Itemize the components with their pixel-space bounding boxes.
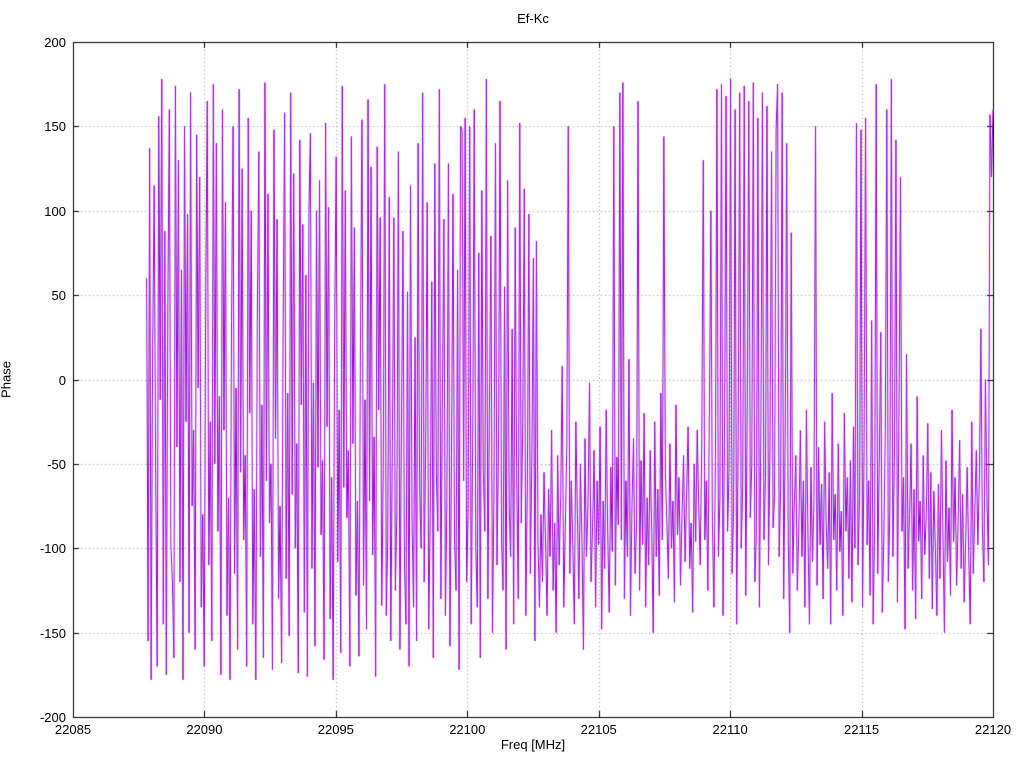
x-tick-label: 22100 (449, 722, 486, 737)
x-tick-label: 22090 (186, 722, 223, 737)
y-tick-label: 50 (51, 288, 66, 304)
x-tick-label: 22110 (712, 722, 748, 737)
y-tick-label: -100 (39, 541, 66, 557)
x-tick-label: 22120 (974, 722, 1012, 737)
y-tick-label: -150 (39, 625, 66, 641)
x-tick-label: 22095 (317, 722, 354, 737)
y-tick-label: 0 (58, 372, 66, 388)
x-tick-label: 22105 (580, 722, 617, 737)
y-tick-label: 100 (44, 203, 66, 219)
y-axis-label: Phase (0, 361, 14, 398)
x-tick-label: 22085 (54, 722, 92, 737)
y-tick-label: -50 (47, 456, 66, 472)
x-axis-label: Freq [MHz] (500, 737, 566, 752)
y-tick-label: -200 (39, 710, 66, 725)
y-tick-label: 200 (44, 35, 66, 50)
x-tick-label: 22115 (843, 722, 880, 737)
y-tick-label: 150 (44, 119, 66, 135)
chart-title: Ef-Kc (517, 11, 549, 26)
